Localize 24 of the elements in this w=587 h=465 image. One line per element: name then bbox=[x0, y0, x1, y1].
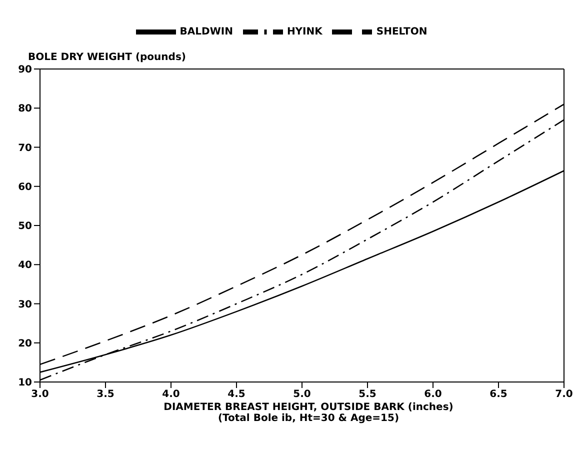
y-tick-label: 20 bbox=[18, 338, 32, 350]
x-tick-label: 4.0 bbox=[162, 389, 180, 400]
y-tick-label: 10 bbox=[18, 378, 32, 389]
legend-label: SHELTON bbox=[376, 26, 428, 38]
x-tick-label: 3.0 bbox=[31, 389, 49, 400]
y-tick-label: 70 bbox=[18, 142, 32, 154]
text: (Total Bole ib, Ht=30 & Age=15) bbox=[216, 413, 400, 424]
y-tick-label: 90 bbox=[18, 64, 32, 76]
legend-label: BALDWIN bbox=[180, 26, 233, 38]
y-tick-label: 30 bbox=[18, 299, 32, 310]
y-tick-label: 80 bbox=[18, 104, 32, 115]
x-tick-label: 3.5 bbox=[96, 389, 114, 400]
y-tick-label: 60 bbox=[18, 182, 32, 193]
x-tick-label: 5.0 bbox=[293, 389, 311, 400]
y-tick-label: 50 bbox=[18, 221, 32, 232]
legend-label: HYINK bbox=[286, 26, 322, 38]
x-tick-label: 6.0 bbox=[424, 389, 442, 400]
x-tick-label: 6.5 bbox=[490, 389, 508, 400]
x-tick-label: 7.0 bbox=[555, 389, 573, 400]
y-tick-label: 40 bbox=[18, 260, 32, 272]
x-tick-label: 4.5 bbox=[228, 389, 246, 400]
x-tick-label: 5.5 bbox=[358, 389, 376, 400]
y-axis-title: BOLE DRY WEIGHT (pounds) bbox=[28, 52, 186, 63]
x-axis-title: DIAMETER BREAST HEIGHT, OUTSIDE BARK (inches) bbox=[162, 402, 454, 413]
